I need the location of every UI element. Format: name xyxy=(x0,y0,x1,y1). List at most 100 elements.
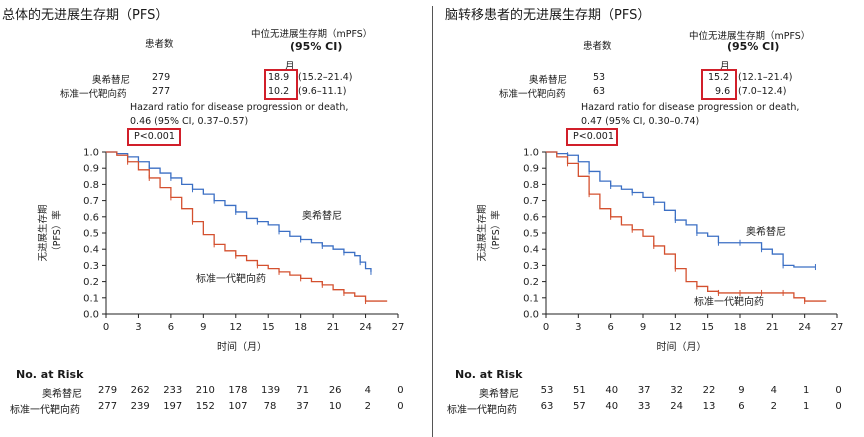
km-chart: 0.0 0.1 0.2 0.3 0.4 0.5 0.6 0.7 0.8 0.9 1.0 0 3 6 9 12 1… xyxy=(37,148,404,354)
risk-value: 0 xyxy=(835,401,842,412)
y-tick-label: 0.4 xyxy=(523,245,539,256)
y-tick-label: 0.1 xyxy=(83,293,99,304)
y-axis-label-unit: （PFS）率 xyxy=(490,210,502,256)
y-tick-label: 0.4 xyxy=(83,245,99,256)
risk-value: 1 xyxy=(803,385,810,396)
panel-overall: 总体的无进展生存期（PFS） 患者数 中位无进展生存期（mPFS） (95% C… xyxy=(2,8,404,416)
x-tick-label: 3 xyxy=(575,322,581,333)
risk-value: 210 xyxy=(195,385,215,396)
x-tick-label: 24 xyxy=(359,322,372,333)
x-tick-label: 15 xyxy=(701,322,714,333)
y-axis-label: 无进展生存期 xyxy=(37,204,49,261)
risk-value: 63 xyxy=(540,401,554,412)
row-n: 277 xyxy=(152,86,171,97)
risk-value: 33 xyxy=(637,401,651,412)
y-tick-label: 0.7 xyxy=(523,196,539,207)
header-median: 中位无进展生存期（mPFS） xyxy=(689,31,811,42)
x-tick-label: 18 xyxy=(294,322,307,333)
risk-value: 51 xyxy=(573,385,586,396)
risk-value: 233 xyxy=(163,385,183,396)
series-label: 标准一代靶向药 xyxy=(196,272,266,285)
y-axis-label: 无进展生存期 xyxy=(476,204,488,261)
risk-value: 32 xyxy=(670,385,683,396)
header-ci: (95% CI) xyxy=(290,40,343,53)
x-tick-label: 6 xyxy=(168,322,174,333)
y-tick-label: 0.2 xyxy=(523,277,539,288)
x-tick-label: 9 xyxy=(640,322,646,333)
row-median: 18.9 xyxy=(268,72,290,83)
y-tick-label: 0.8 xyxy=(523,180,539,191)
hazard-ratio-line1: Hazard ratio for disease progression or … xyxy=(130,102,349,113)
x-tick-label: 21 xyxy=(327,322,340,333)
risk-value: 40 xyxy=(605,385,619,396)
risk-value: 0 xyxy=(397,401,404,412)
row-median: 10.2 xyxy=(268,86,290,97)
row-ci: (15.2–21.4) xyxy=(298,72,353,83)
series-line-osimertinib xyxy=(546,151,816,268)
risk-value: 107 xyxy=(228,401,248,412)
row-ci: (9.6–11.1) xyxy=(298,86,347,97)
risk-value: 2 xyxy=(364,401,371,412)
hazard-ratio-line2: 0.46 (95% CI, 0.37–0.57) xyxy=(130,116,249,127)
risk-value: 4 xyxy=(770,385,777,396)
median-highlight-box xyxy=(264,69,298,100)
header-patients: 患者数 xyxy=(145,39,174,50)
km-chart: 0.0 0.1 0.2 0.3 0.4 0.5 0.6 0.7 0.8 0.9 1.0 0 3 6 9 12 1… xyxy=(476,148,843,354)
p-value: P<0.001 xyxy=(573,131,614,142)
row-name: 奥希替尼 xyxy=(529,75,568,86)
y-tick-label: 0.2 xyxy=(83,277,99,288)
y-tick-label: 0.5 xyxy=(523,229,539,240)
panel-title: 总体的无进展生存期（PFS） xyxy=(2,8,169,23)
y-tick-label: 1.0 xyxy=(83,148,99,159)
y-tick-label: 0.8 xyxy=(83,180,99,191)
risk-value: 279 xyxy=(98,385,118,396)
risk-value: 71 xyxy=(296,385,309,396)
risk-value: 6 xyxy=(738,401,745,412)
risk-value: 13 xyxy=(702,401,716,412)
y-tick-label: 0.7 xyxy=(83,196,99,207)
risk-value: 239 xyxy=(130,401,150,412)
risk-value: 22 xyxy=(702,385,716,396)
median-highlight-box xyxy=(701,69,737,100)
series-label: 奥希替尼 xyxy=(302,209,342,222)
row-n: 63 xyxy=(593,86,606,97)
x-tick-label: 0 xyxy=(103,322,109,333)
x-axis-label: 时间（月） xyxy=(217,340,267,353)
risk-value: 197 xyxy=(163,401,183,412)
risk-value: 9 xyxy=(738,385,745,396)
risk-row-name: 奥希替尼 xyxy=(42,389,82,400)
y-tick-label: 0.6 xyxy=(83,212,99,223)
risk-value: 57 xyxy=(573,401,586,412)
header-median: 中位无进展生存期（mPFS） xyxy=(251,29,373,40)
month-label: 月 xyxy=(285,61,295,72)
header-ci: (95% CI) xyxy=(727,40,780,53)
y-tick-label: 0.0 xyxy=(83,310,99,321)
series-line-standard-egfr-tki xyxy=(546,151,827,302)
series-line-standard-egfr-tki xyxy=(106,151,388,302)
series-label: 标准一代靶向药 xyxy=(694,295,764,308)
risk-value: 0 xyxy=(835,385,842,396)
x-tick-label: 9 xyxy=(200,322,206,333)
x-tick-label: 21 xyxy=(766,322,779,333)
risk-value: 0 xyxy=(397,385,404,396)
risk-row-name: 标准一代靶向药 xyxy=(447,405,517,416)
risk-value: 139 xyxy=(261,385,281,396)
x-axis-label: 时间（月） xyxy=(657,340,707,353)
risk-value: 53 xyxy=(540,385,554,396)
x-tick-label: 24 xyxy=(798,322,811,333)
panel-title: 脑转移患者的无进展生存期（PFS） xyxy=(445,8,651,23)
y-tick-label: 0.9 xyxy=(523,164,539,175)
x-tick-label: 3 xyxy=(135,322,141,333)
x-tick-label: 0 xyxy=(543,322,549,333)
y-tick-label: 0.5 xyxy=(83,229,99,240)
risk-value: 78 xyxy=(263,401,277,412)
row-name: 标准一代靶向药 xyxy=(60,89,127,100)
header-patients: 患者数 xyxy=(583,41,612,52)
row-median: 9.6 xyxy=(715,86,731,97)
y-tick-label: 0.6 xyxy=(523,212,539,223)
risk-value: 277 xyxy=(98,401,118,412)
risk-value: 1 xyxy=(803,401,810,412)
y-tick-label: 0.9 xyxy=(83,164,99,175)
row-name: 奥希替尼 xyxy=(92,75,131,86)
risk-value: 4 xyxy=(364,385,371,396)
